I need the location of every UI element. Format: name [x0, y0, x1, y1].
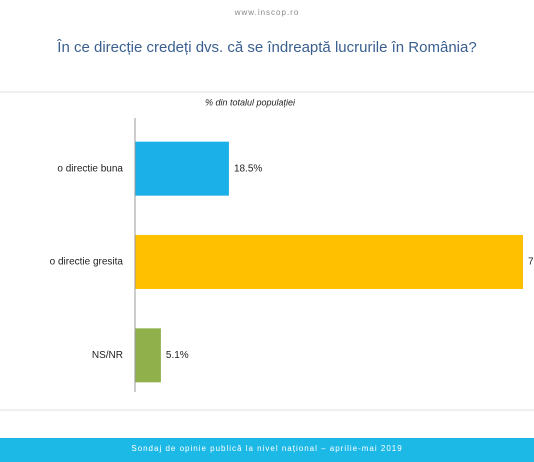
value-label: 5.1%	[166, 350, 189, 361]
value-label: 76.4%	[528, 257, 534, 268]
bar	[135, 328, 161, 383]
category-label: o directie buna	[57, 163, 123, 174]
footer: Sondaj de opinie publică la nivel națion…	[131, 444, 402, 453]
value-label: 18.5%	[234, 163, 262, 174]
category-label: NS/NR	[92, 350, 123, 361]
chart-subtitle: % din totalul populației	[205, 97, 296, 107]
bar	[135, 141, 229, 196]
bar	[135, 235, 523, 289]
chart-title: În ce direcție credeți dvs. că se îndrea…	[56, 39, 476, 56]
category-label: o directie gresita	[50, 257, 124, 268]
header: www.inscop.ro	[234, 8, 300, 17]
footer-band	[0, 438, 534, 462]
